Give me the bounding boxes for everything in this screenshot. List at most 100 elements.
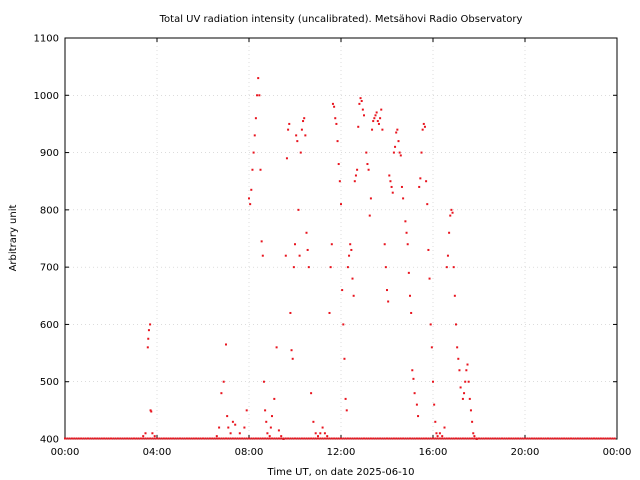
data-point (367, 168, 370, 171)
data-point (384, 266, 387, 269)
data-point (150, 410, 153, 413)
data-point (284, 254, 287, 257)
data-point (142, 435, 145, 438)
baseline-point (427, 437, 430, 440)
baseline-point (307, 437, 310, 440)
baseline-point (369, 437, 372, 440)
data-point (441, 435, 444, 438)
y-tick-label: 500 (40, 377, 59, 388)
y-tick-label: 700 (40, 263, 59, 274)
baseline-point (100, 437, 103, 440)
baseline-point (220, 437, 223, 440)
baseline-point (448, 437, 451, 440)
data-point (419, 177, 422, 180)
data-point (457, 357, 460, 360)
data-point (275, 346, 278, 349)
baseline-point (484, 437, 487, 440)
data-point (400, 185, 403, 188)
baseline-point (503, 437, 506, 440)
baseline-point (505, 437, 508, 440)
data-point (252, 151, 255, 154)
baseline-point (349, 437, 352, 440)
data-point (287, 128, 290, 131)
baseline-point (197, 437, 200, 440)
data-point (326, 435, 329, 438)
data-point (432, 380, 434, 383)
baseline-point (195, 437, 198, 440)
data-point (304, 134, 307, 137)
baseline-point (576, 437, 579, 440)
data-point (227, 426, 230, 429)
baseline-point (153, 437, 156, 440)
baseline-point (264, 437, 267, 440)
baseline-point (496, 437, 499, 440)
baseline-point (188, 437, 191, 440)
data-point (245, 409, 248, 412)
baseline-point (183, 437, 186, 440)
data-point (229, 432, 232, 435)
baseline-point (533, 437, 536, 440)
data-point (369, 197, 372, 200)
data-point (298, 254, 301, 257)
baseline-point (333, 437, 336, 440)
data-point (348, 254, 351, 257)
grid-layer (65, 38, 617, 439)
data-point (361, 108, 364, 111)
baseline-point (277, 437, 280, 440)
baseline-point (133, 437, 135, 440)
baseline-point (611, 437, 614, 440)
baseline-point (563, 437, 566, 440)
baseline-point (351, 437, 354, 440)
data-point (306, 248, 309, 251)
baseline-point (261, 437, 264, 440)
baseline-point (137, 437, 140, 440)
baseline-point (146, 437, 149, 440)
data-point (380, 108, 383, 111)
data-point (266, 432, 269, 435)
baseline-point (498, 437, 501, 440)
data-point (406, 243, 409, 246)
data-point (425, 180, 428, 183)
data-point (461, 397, 464, 400)
data-point (428, 277, 431, 280)
data-point (366, 163, 369, 166)
y-axis-title: Arbitrary unit (8, 205, 19, 272)
baseline-point (392, 437, 395, 440)
baseline-point (165, 437, 168, 440)
data-point (375, 111, 378, 114)
baseline-point (524, 437, 526, 440)
data-point (294, 243, 296, 246)
data-point (231, 420, 234, 423)
data-point (341, 289, 344, 292)
y-tick-label: 400 (40, 435, 59, 446)
baseline-point (245, 437, 248, 440)
baseline-point (528, 437, 531, 440)
baseline-point (432, 437, 434, 440)
data-point (290, 349, 293, 352)
baseline-point (243, 437, 246, 440)
baseline-point (388, 437, 391, 440)
data-point (314, 432, 317, 435)
baseline-point (344, 437, 347, 440)
baseline-point (241, 437, 244, 440)
baseline-point (507, 437, 510, 440)
baseline-point (112, 437, 115, 440)
data-point (303, 117, 306, 120)
baseline-point (167, 437, 170, 440)
data-point (404, 220, 407, 223)
baseline-point (116, 437, 119, 440)
baseline-point (413, 437, 416, 440)
baseline-point (572, 437, 575, 440)
baseline-point (174, 437, 177, 440)
data-point (360, 100, 363, 103)
data-point (299, 151, 302, 154)
chart-title: Total UV radiation intensity (uncalibrat… (159, 14, 523, 25)
baseline-point (512, 437, 515, 440)
data-point (265, 420, 268, 423)
baseline-point (374, 437, 377, 440)
data-point (340, 203, 342, 206)
baseline-point (68, 437, 71, 440)
data-point (389, 180, 392, 183)
baseline-point (91, 437, 94, 440)
